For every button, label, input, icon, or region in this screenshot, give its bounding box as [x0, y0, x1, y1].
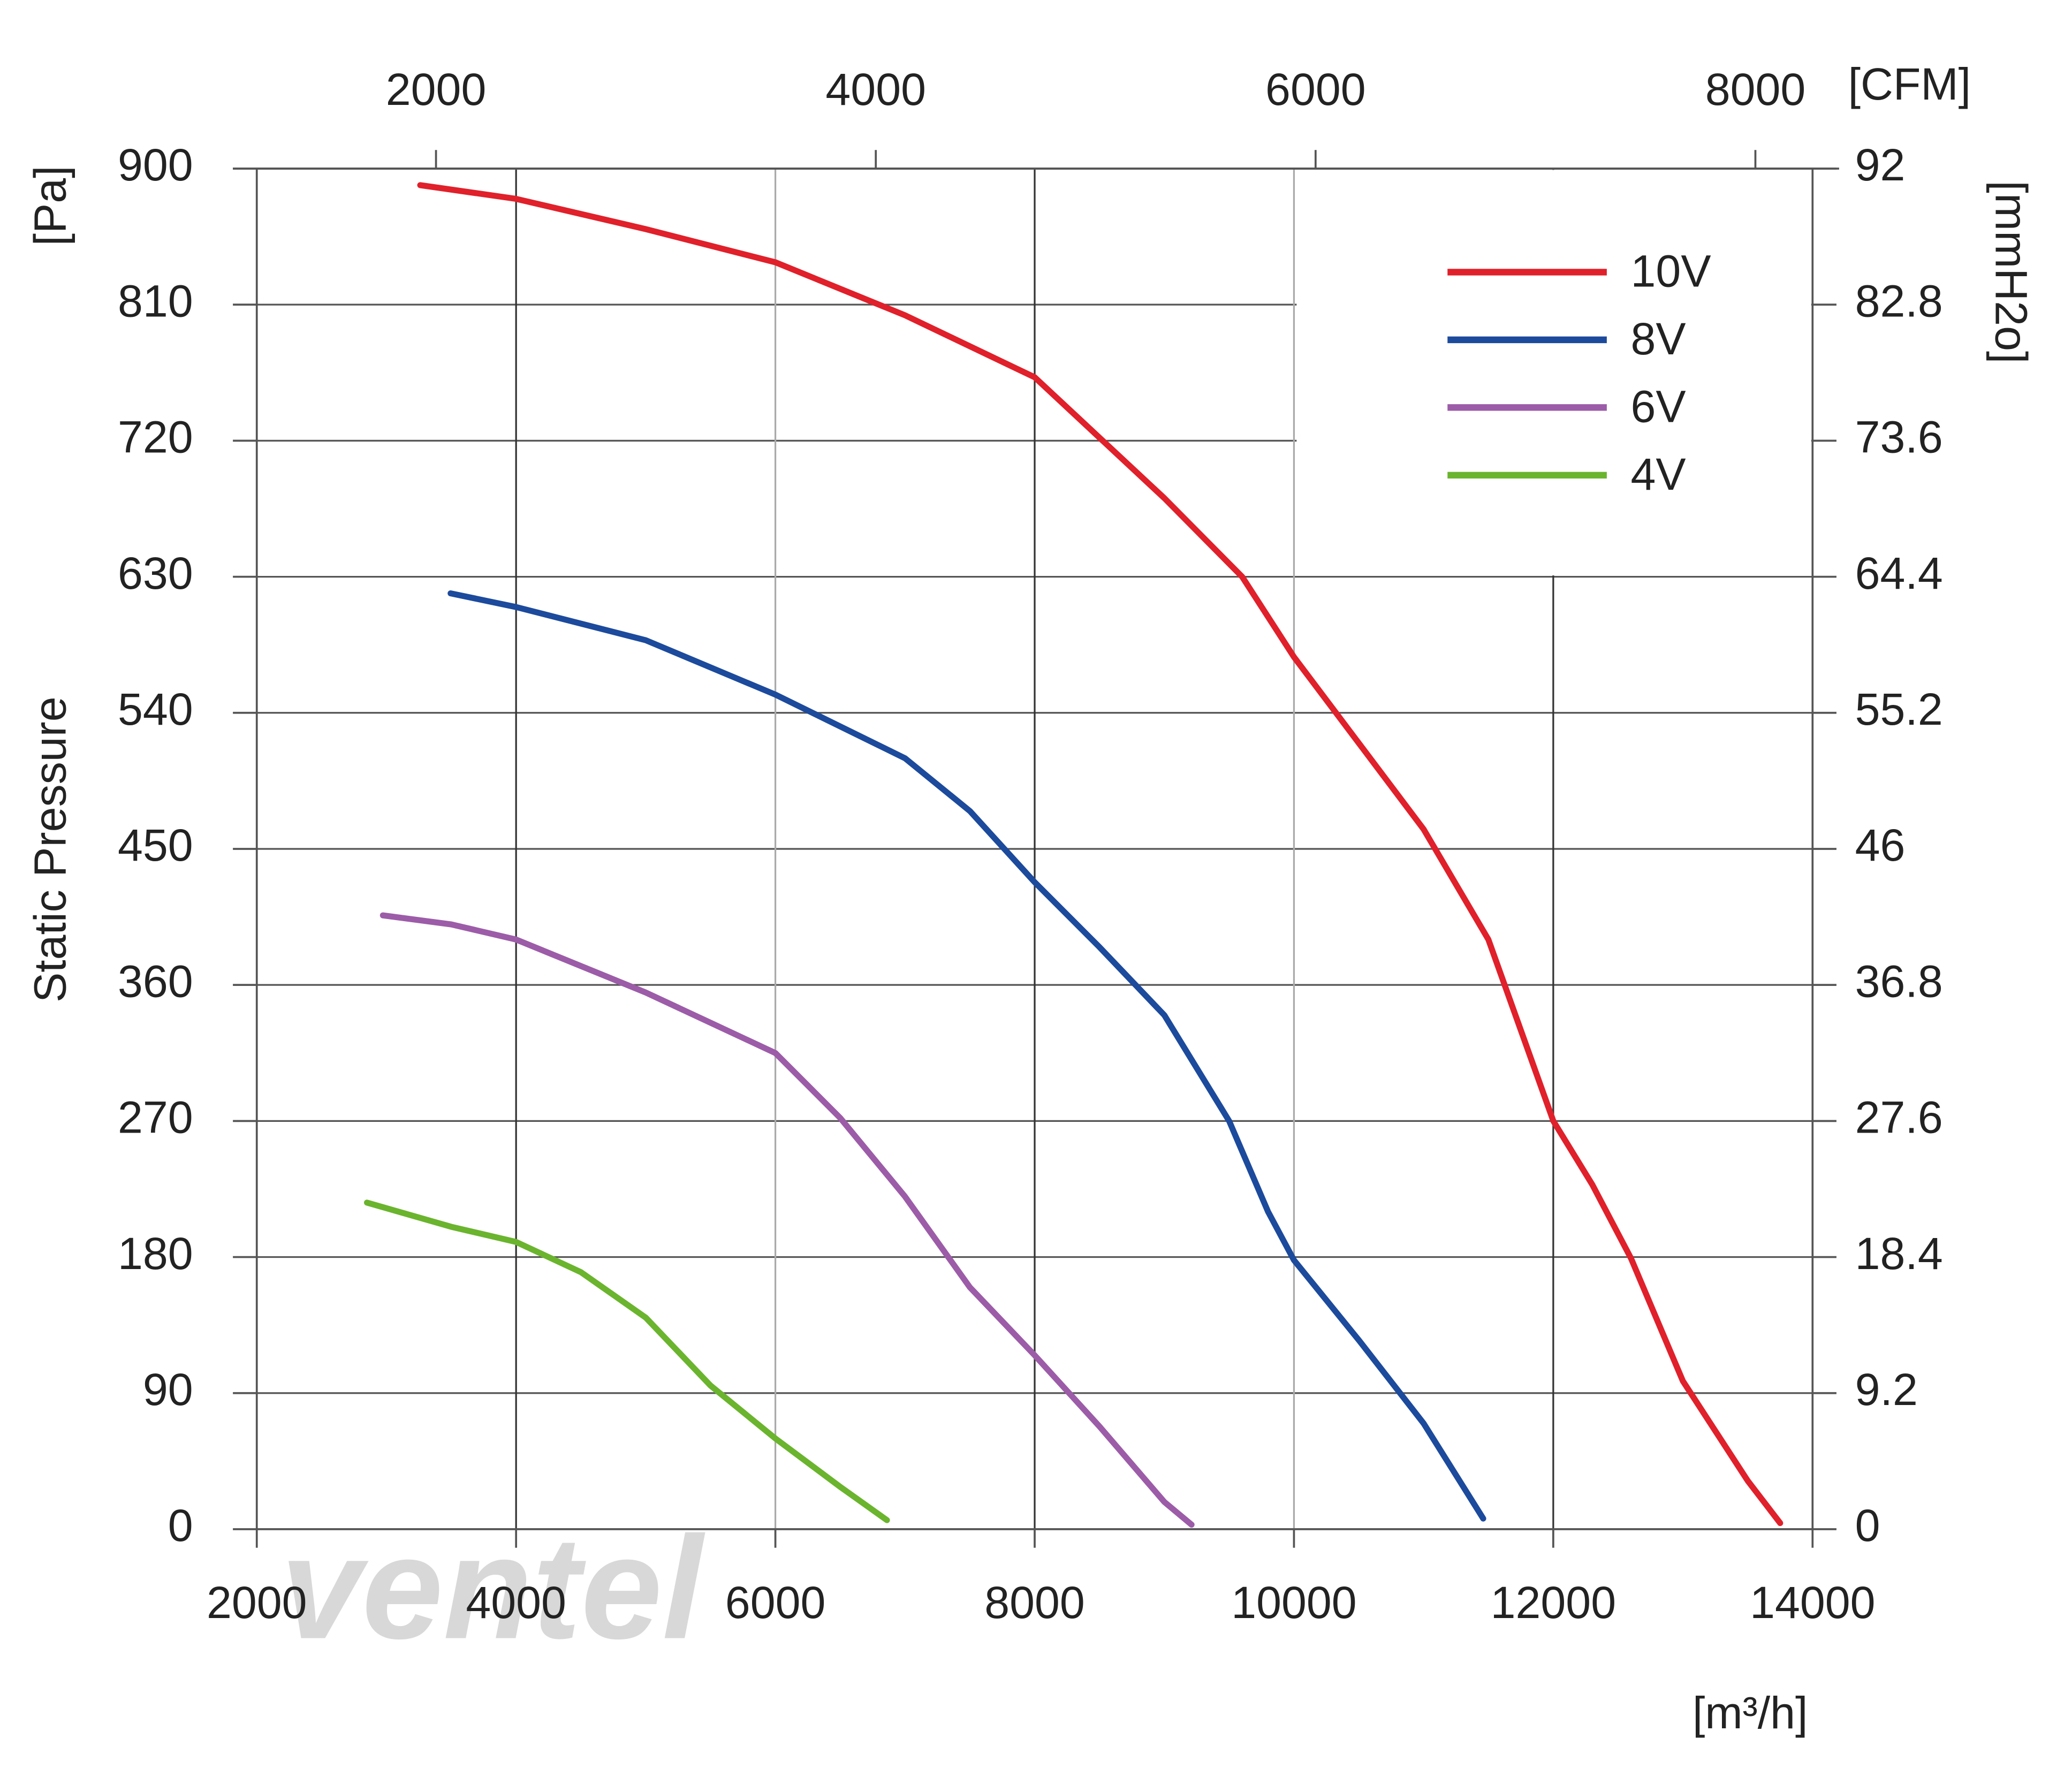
y-tick-label: 540	[118, 684, 193, 734]
y-unit: [Pa]	[25, 165, 75, 246]
y2-unit: [mmH2o]	[1986, 180, 2037, 363]
y-tick-label: 630	[118, 548, 193, 598]
y2-tick-label: 27.6	[1855, 1092, 1943, 1143]
y-tick-label: 810	[118, 276, 193, 326]
x2-tick-label: 6000	[1265, 64, 1366, 115]
y-tick-label: 720	[118, 412, 193, 462]
x-tick-label: 8000	[984, 1577, 1085, 1628]
y2-tick-label: 82.8	[1855, 276, 1943, 326]
x2-tick-label: 2000	[386, 64, 487, 115]
y-tick-label: 180	[118, 1228, 193, 1279]
y-axis-title: Static Pressure	[25, 696, 75, 1003]
legend-label: 6V	[1631, 382, 1686, 432]
y-tick-label: 900	[118, 140, 193, 190]
x-tick-label: 4000	[466, 1577, 566, 1628]
curve	[380, 912, 1195, 1528]
legend-label: 10V	[1631, 246, 1711, 297]
y2-tick-label: 18.4	[1855, 1228, 1943, 1279]
x2-tick-label: 8000	[1705, 64, 1806, 115]
y-tick-label: 450	[118, 820, 193, 870]
x2-tick-label: 4000	[825, 64, 926, 115]
watermark: ventel	[280, 1506, 705, 1669]
x2-unit: [CFM]	[1848, 59, 1971, 109]
y2-tick-label: 36.8	[1855, 956, 1943, 1006]
x-tick-label: 10000	[1231, 1577, 1356, 1628]
y-tick-label: 360	[118, 956, 193, 1006]
x-tick-label: 14000	[1750, 1577, 1875, 1628]
y2-tick-label: 64.4	[1855, 548, 1943, 598]
y-tick-label: 90	[143, 1364, 193, 1415]
legend-box	[1296, 170, 1811, 576]
y2-tick-label: 46	[1855, 820, 1906, 870]
x-tick-label: 2000	[207, 1577, 307, 1628]
curve	[447, 590, 1486, 1522]
y-tick-label: 270	[118, 1092, 193, 1143]
legend-label: 8V	[1631, 314, 1686, 364]
curve	[417, 182, 1783, 1527]
x-tick-label: 6000	[725, 1577, 826, 1628]
x-tick-label: 12000	[1491, 1577, 1616, 1628]
y2-tick-label: 0	[1855, 1500, 1880, 1551]
y2-tick-label: 9.2	[1855, 1364, 1918, 1415]
y2-tick-label: 92	[1855, 140, 1906, 190]
x-unit: [m³/h]	[1692, 1688, 1808, 1738]
legend-label: 4V	[1631, 449, 1686, 499]
curve	[364, 1199, 890, 1523]
y2-tick-label: 55.2	[1855, 684, 1943, 734]
y-tick-label: 0	[168, 1500, 193, 1551]
y2-tick-label: 73.6	[1855, 412, 1943, 462]
